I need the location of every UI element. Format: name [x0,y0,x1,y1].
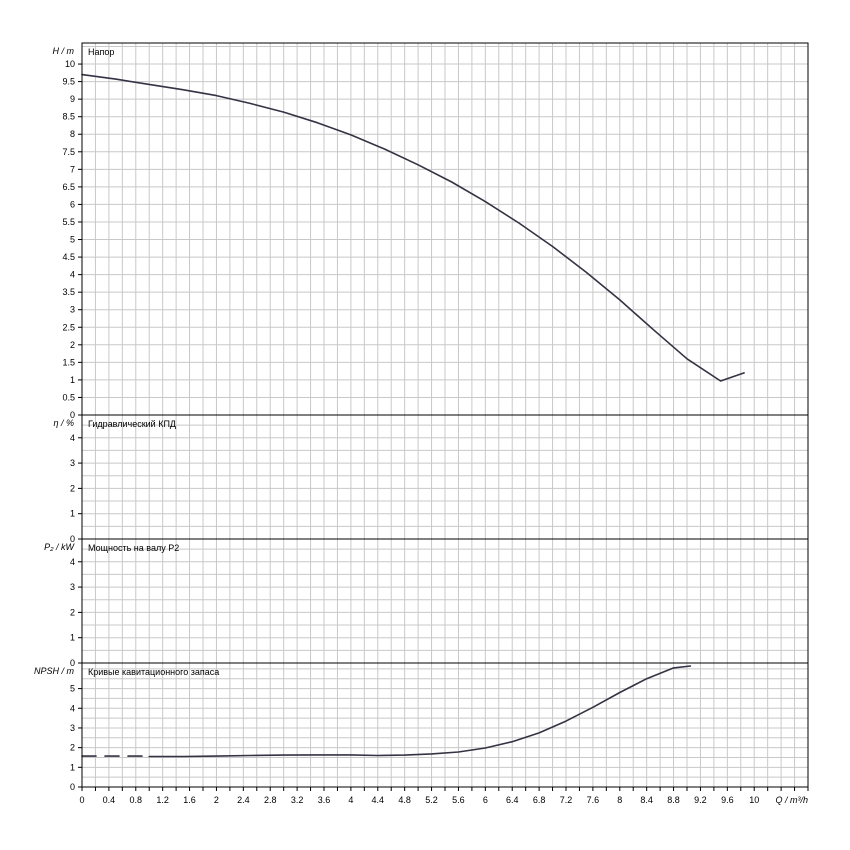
x-tick-label: 9.6 [721,795,734,805]
y-tick-label: 3 [70,458,75,468]
y-tick-label: 9.5 [62,77,75,87]
x-tick-label: 9.2 [694,795,707,805]
y-axis-label-npsh: NPSH / m [34,666,75,676]
y-tick-label: 2 [70,483,75,493]
y-tick-label: 2 [70,340,75,350]
panel-title-head: Напор [88,47,114,57]
y-tick-label: 0 [70,534,75,544]
x-tick-label: 7.6 [587,795,600,805]
x-tick-label: 0 [79,795,84,805]
y-tick-label: 3.5 [62,287,75,297]
y-tick-label: 1 [70,633,75,643]
series-npsh-1 [148,665,692,758]
panel-title-npsh: Кривые кавитационного запаса [88,667,219,677]
y-tick-label: 6 [70,199,75,209]
x-tick-label: 0.8 [130,795,143,805]
panel-title-efficiency: Гидравлический КПД [88,419,176,429]
y-tick-label: 9 [70,94,75,104]
y-tick-label: 4 [70,703,75,713]
x-tick-label: 6 [483,795,488,805]
x-tick-label: 8.8 [667,795,680,805]
x-tick-label: 8.4 [640,795,653,805]
x-tick-label: 3.2 [291,795,304,805]
y-tick-label: 4.5 [62,252,75,262]
y-tick-label: 1 [70,509,75,519]
y-tick-label: 7.5 [62,147,75,157]
x-tick-label: 2.8 [264,795,277,805]
y-tick-label: 2 [70,743,75,753]
x-tick-label: 1.6 [183,795,196,805]
x-tick-label: 7.2 [560,795,573,805]
x-tick-label: 4 [348,795,353,805]
y-tick-label: 2 [70,607,75,617]
y-tick-label: 6.5 [62,182,75,192]
y-tick-label: 5 [70,235,75,245]
y-tick-label: 0 [70,658,75,668]
y-axis-label-power: P₂ / kW [44,542,75,552]
y-tick-label: 3 [70,582,75,592]
x-tick-label: 8 [617,795,622,805]
x-tick-label: 4.4 [372,795,385,805]
x-tick-label: 4.8 [398,795,411,805]
y-tick-label: 0.5 [62,392,75,402]
y-tick-label: 0 [70,410,75,420]
x-tick-label: 10 [749,795,759,805]
x-tick-label: 2.4 [237,795,250,805]
curve-layer [81,73,745,758]
x-tick-label: 3.6 [318,795,331,805]
label-layer: 0 0.5 1 1.5 2 2.5 3 3.5 4 4.5 5 5.5 6 6.5 7 7.5 8 8.5 9 9.5… [34,46,808,805]
y-tick-label: 5.5 [62,217,75,227]
y-axis-label-head: H / m [53,46,75,56]
y-tick-label: 5 [70,684,75,694]
panel-title-power: Мощность на валу P2 [88,543,179,553]
y-tick-label: 3 [70,723,75,733]
x-tick-label: 5.2 [425,795,438,805]
x-axis-label: Q / m³/h [775,795,808,805]
y-tick-label: 8 [70,129,75,139]
y-tick-label: 1.5 [62,357,75,367]
y-tick-label: 3 [70,305,75,315]
y-tick-label: 0 [70,782,75,792]
y-tick-label: 7 [70,164,75,174]
y-tick-label: 1 [70,762,75,772]
x-tick-label: 6.4 [506,795,519,805]
y-tick-label: 4 [70,557,75,567]
x-tick-label: 0.4 [103,795,116,805]
x-tick-label: 6.8 [533,795,546,805]
y-tick-label: 2.5 [62,322,75,332]
x-tick-label: 5.6 [452,795,465,805]
y-tick-label: 4 [70,270,75,280]
series-head-0 [81,73,745,382]
y-axis-label-efficiency: η / % [53,418,74,428]
y-tick-label: 4 [70,433,75,443]
y-tick-label: 8.5 [62,112,75,122]
y-tick-label: 10 [65,59,75,69]
x-tick-label: 1.2 [156,795,169,805]
x-tick-label: 2 [214,795,219,805]
y-tick-label: 1 [70,375,75,385]
frame-layer [78,42,809,791]
